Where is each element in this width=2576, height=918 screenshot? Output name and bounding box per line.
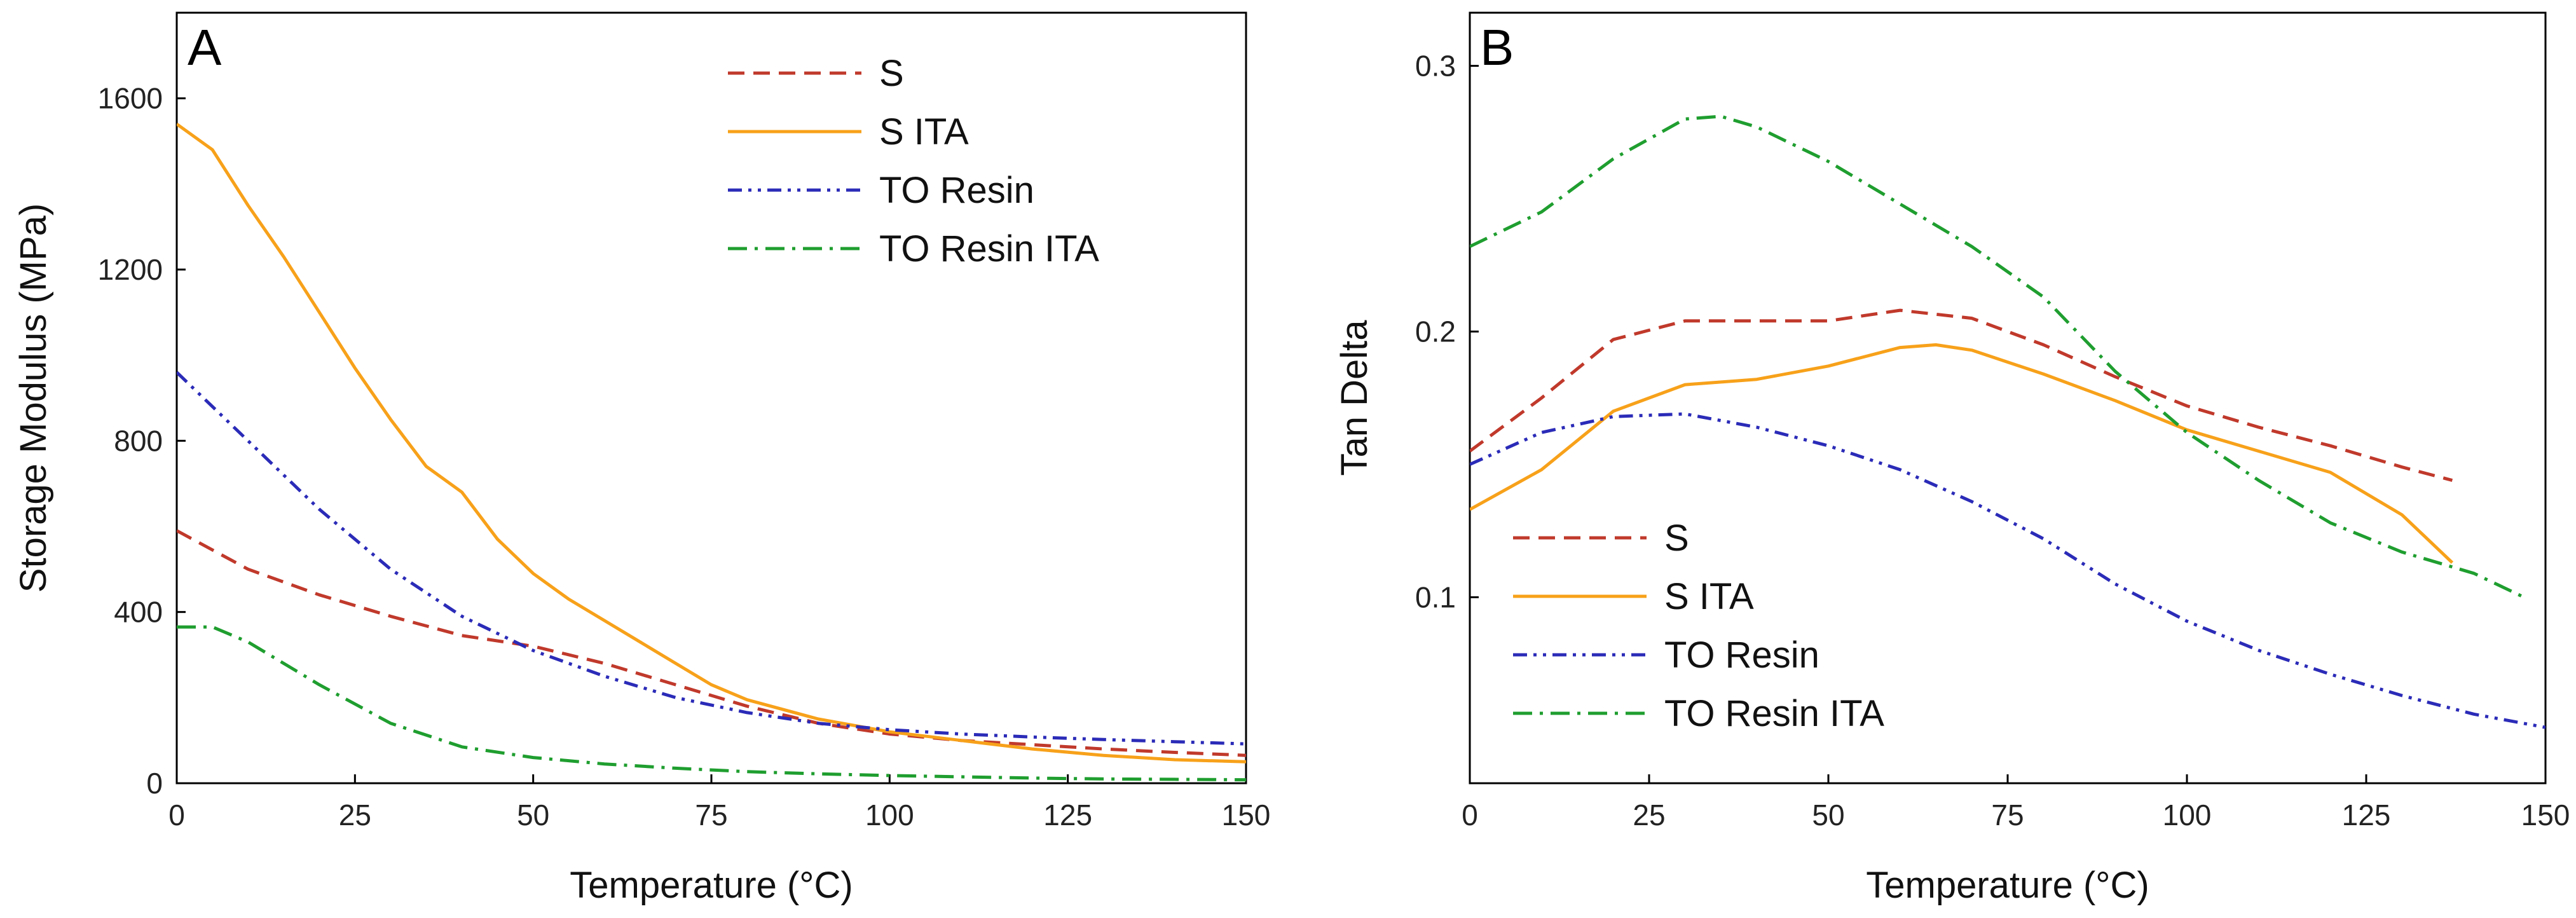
legend-label: TO Resin [1664,634,1819,676]
x-tick-label: 75 [695,798,727,832]
x-tick-label: 0 [168,798,185,832]
y-tick-label: 400 [114,596,163,629]
legend-label: TO Resin ITA [1664,693,1884,734]
x-tick-label: 50 [517,798,549,832]
x-axis-title: Temperature (°C) [570,865,853,906]
y-tick-label: 1600 [98,82,163,115]
series-line-s [177,529,1246,757]
x-tick-label: 75 [1991,798,2024,832]
series-line-to-resin [177,371,1246,746]
plot-frame [175,11,1247,784]
series-line-to-resin-ita [1470,114,2525,599]
y-tick-label: 0.1 [1415,580,1456,613]
legend-label: TO Resin [879,170,1034,211]
legend-label: S ITA [1664,576,1754,617]
panel-letter: A [188,19,222,76]
x-tick-label: 125 [1043,798,1092,832]
legend-label: S [1664,517,1689,559]
y-tick-label: 1200 [98,253,163,286]
x-tick-label: 150 [2521,798,2570,832]
series-line-s-ita [177,123,1246,764]
legend: S S ITA TO Resin TO Resin ITA [728,53,1099,270]
series-line-s [1470,308,2453,483]
x-tick-label: 150 [1222,798,1271,832]
x-tick-label: 0 [1462,798,1478,832]
x-tick-label: 100 [2163,798,2212,832]
legend-label: S [879,53,904,94]
panel-letter: B [1480,19,1514,76]
series-line-s-ita [1470,343,2454,564]
x-tick-label: 100 [865,798,914,832]
legend-label: TO Resin ITA [879,228,1099,270]
x-tick-label: 25 [1633,798,1665,832]
legend: S S ITA TO Resin TO Resin ITA [1513,517,1884,734]
y-tick-label: 0.2 [1415,315,1456,348]
x-axis-title: Temperature (°C) [1866,865,2149,906]
x-tick-label: 125 [2342,798,2391,832]
x-tick-label: 25 [339,798,371,832]
y-axis-title: Storage Modulus (MPa) [13,203,54,593]
series-line-to-resin-ita [177,625,1246,782]
plot-frame [1469,11,2547,784]
panel-a: 0 25 50 75 100 125 150 0 400 800 1200 1600 Temperatu… [13,11,1271,906]
panel-b: 0 25 50 75 100 125 150 0.1 0.2 0.3 Temperature (°C… [1334,11,2570,906]
y-axis-title: Tan Delta [1334,320,1375,476]
y-tick-label: 0.3 [1415,50,1456,83]
y-tick-label: 800 [114,424,163,457]
x-tick-label: 50 [1812,798,1844,832]
legend-label: S ITA [879,111,969,153]
series-line-to-resin [1470,412,2545,729]
y-tick-label: 0 [146,767,163,800]
